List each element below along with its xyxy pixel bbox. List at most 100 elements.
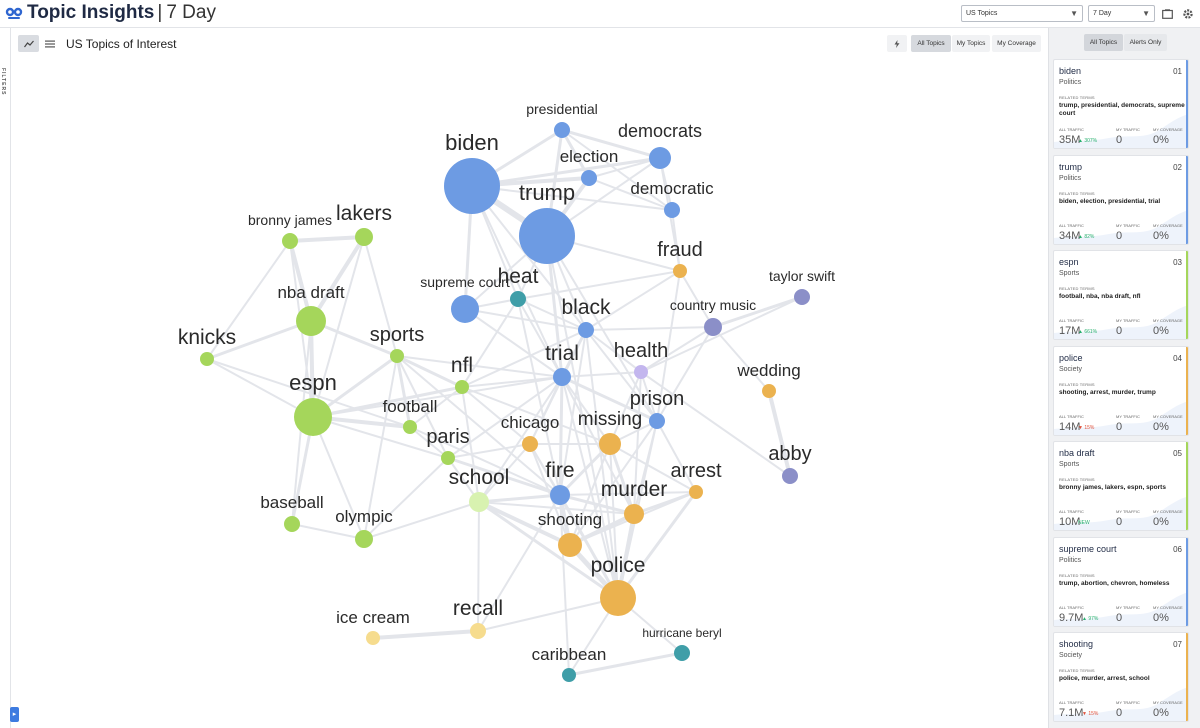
node-democratic[interactable] [664, 202, 680, 218]
node-olympic[interactable] [355, 530, 373, 548]
node-chicago[interactable] [522, 436, 538, 452]
node-label-shooting[interactable]: shooting [538, 510, 602, 529]
node-paris[interactable] [441, 451, 455, 465]
node-label-paris[interactable]: paris [426, 426, 469, 448]
node-biden[interactable] [444, 158, 500, 214]
expand-filters-button[interactable]: ▸ [10, 707, 19, 722]
node-nfl[interactable] [455, 380, 469, 394]
node-espn[interactable] [294, 398, 332, 436]
filter-my-coverage[interactable]: My Coverage [992, 35, 1041, 52]
node-label-prison[interactable]: prison [630, 388, 684, 410]
node-label-sports[interactable]: sports [370, 324, 424, 346]
node-label-bronny[interactable]: bronny james [248, 212, 332, 228]
node-label-presidential[interactable]: presidential [526, 101, 598, 117]
node-label-nfl[interactable]: nfl [451, 354, 473, 377]
node-label-knicks[interactable]: knicks [178, 326, 236, 349]
card-title[interactable]: biden [1059, 66, 1082, 76]
node-label-icecream[interactable]: ice cream [336, 608, 410, 627]
node-label-democrats[interactable]: democrats [618, 121, 702, 141]
node-label-fire[interactable]: fire [545, 459, 574, 482]
topic-card[interactable]: nba draft 05 Sports RELATED TERMS bronny… [1053, 441, 1189, 531]
node-label-election[interactable]: election [560, 147, 619, 166]
node-prison[interactable] [649, 413, 665, 429]
node-label-abby[interactable]: abby [768, 443, 811, 465]
node-label-fraud[interactable]: fraud [657, 239, 703, 261]
node-abby[interactable] [782, 468, 798, 484]
node-health[interactable] [634, 365, 648, 379]
node-nbadraft[interactable] [296, 306, 326, 336]
tab-alerts-only[interactable]: Alerts Only [1124, 34, 1167, 51]
node-label-taylorswift[interactable]: taylor swift [769, 268, 835, 284]
node-label-murder[interactable]: murder [601, 478, 668, 501]
node-heat[interactable] [510, 291, 526, 307]
topics-select[interactable]: US Topics ▼ [961, 5, 1083, 22]
node-sports[interactable] [390, 349, 404, 363]
node-school[interactable] [469, 492, 489, 512]
period-select[interactable]: 7 Day ▼ [1088, 5, 1155, 22]
settings-button[interactable] [1180, 5, 1195, 22]
filters-label[interactable]: FILTERS [0, 68, 6, 96]
node-football[interactable] [403, 420, 417, 434]
node-murder[interactable] [624, 504, 644, 524]
node-hurricaneberyl[interactable] [674, 645, 690, 661]
node-label-lakers[interactable]: lakers [336, 202, 392, 225]
node-missing[interactable] [599, 433, 621, 455]
node-label-police[interactable]: police [591, 554, 646, 577]
node-label-countrymusic[interactable]: country music [670, 297, 756, 313]
topic-card[interactable]: police 04 Society RELATED TERMS shooting… [1053, 345, 1189, 436]
topic-card[interactable]: trump 02 Politics RELATED TERMS biden, e… [1053, 154, 1189, 245]
node-trump[interactable] [519, 208, 575, 264]
node-label-recall[interactable]: recall [453, 597, 503, 620]
card-title[interactable]: nba draft [1059, 448, 1095, 458]
node-wedding[interactable] [762, 384, 776, 398]
node-label-espn[interactable]: espn [289, 370, 337, 395]
tab-all-topics[interactable]: All Topics [1084, 34, 1123, 51]
topic-card[interactable]: biden 01 Politics RELATED TERMS trump, p… [1053, 59, 1189, 149]
node-label-heat[interactable]: heat [498, 265, 539, 288]
node-supremecourt[interactable] [451, 295, 479, 323]
node-label-black[interactable]: black [561, 296, 611, 319]
node-knicks[interactable] [200, 352, 214, 366]
topic-card[interactable]: shooting 07 Society RELATED TERMS police… [1053, 632, 1189, 722]
node-label-school[interactable]: school [449, 466, 510, 489]
node-label-hurricaneberyl[interactable]: hurricane beryl [642, 626, 721, 640]
node-label-democratic[interactable]: democratic [630, 179, 714, 198]
topic-card[interactable]: supreme court 06 Politics RELATED TERMS … [1053, 536, 1189, 627]
node-label-caribbean[interactable]: caribbean [532, 645, 607, 664]
filter-all-topics[interactable]: All Topics [911, 35, 951, 52]
node-icecream[interactable] [366, 631, 380, 645]
node-label-football[interactable]: football [383, 397, 438, 416]
node-label-chicago[interactable]: chicago [501, 413, 560, 432]
node-taylorswift[interactable] [794, 289, 810, 305]
node-arrest[interactable] [689, 485, 703, 499]
refresh-button[interactable] [887, 35, 907, 52]
export-button[interactable] [1160, 5, 1175, 22]
topic-card[interactable]: espn 03 Sports RELATED TERMS football, n… [1053, 250, 1189, 340]
node-label-trial[interactable]: trial [545, 342, 579, 365]
node-democrats[interactable] [649, 147, 671, 169]
card-title[interactable]: espn [1059, 257, 1079, 267]
list-view-button[interactable] [39, 35, 60, 52]
node-label-baseball[interactable]: baseball [260, 493, 323, 512]
card-title[interactable]: police [1059, 352, 1083, 363]
node-label-olympic[interactable]: olympic [335, 507, 393, 526]
node-fire[interactable] [550, 485, 570, 505]
node-trial[interactable] [553, 368, 571, 386]
node-black[interactable] [578, 322, 594, 338]
node-label-nbadraft[interactable]: nba draft [277, 283, 344, 302]
node-presidential[interactable] [554, 122, 570, 138]
node-shooting[interactable] [558, 533, 582, 557]
node-label-trump[interactable]: trump [519, 180, 575, 205]
card-title[interactable]: shooting [1059, 639, 1094, 649]
node-recall[interactable] [470, 623, 486, 639]
card-title[interactable]: trump [1059, 161, 1083, 172]
node-label-supremecourt[interactable]: supreme court [420, 274, 510, 290]
card-title[interactable]: supreme court [1059, 543, 1117, 554]
node-label-missing[interactable]: missing [578, 409, 642, 430]
node-baseball[interactable] [284, 516, 300, 532]
node-election[interactable] [581, 170, 597, 186]
node-fraud[interactable] [673, 264, 687, 278]
node-police[interactable] [600, 580, 636, 616]
node-label-health[interactable]: health [614, 340, 669, 362]
node-countrymusic[interactable] [704, 318, 722, 336]
